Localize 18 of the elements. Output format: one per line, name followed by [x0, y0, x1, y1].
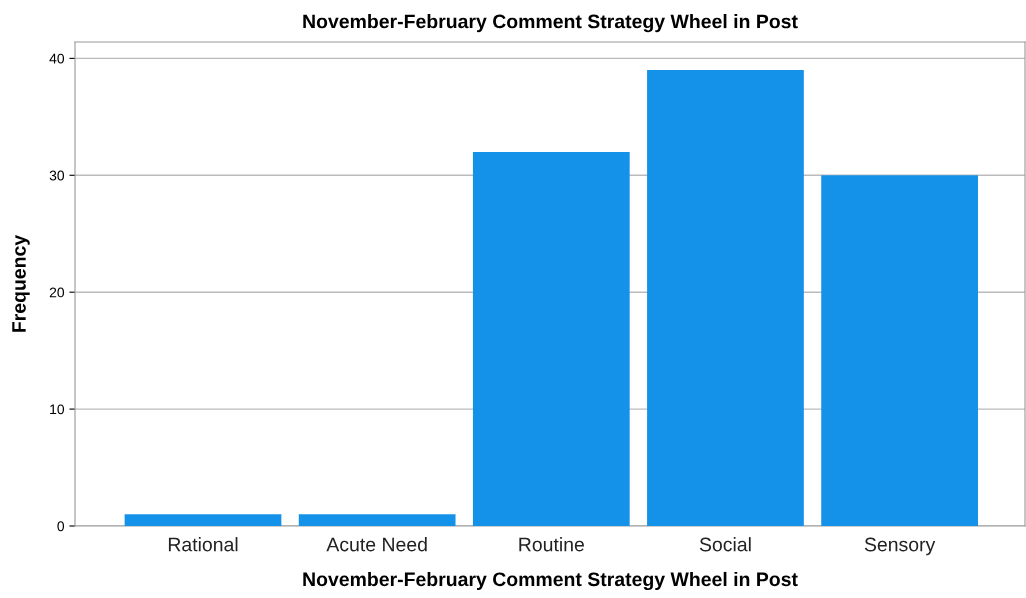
chart-title: November-February Comment Strategy Wheel in Post	[303, 14, 798, 33]
y-tick-label: 0	[57, 521, 65, 532]
x-tick-label: Acute Need	[326, 537, 427, 552]
bar	[124, 514, 282, 526]
y-axis-title: Frequency	[12, 234, 30, 332]
y-tick-label: 10	[50, 404, 65, 415]
x-tick-label: Sensory	[864, 537, 936, 556]
y-tick-label: 40	[49, 53, 65, 64]
bar	[472, 151, 630, 526]
y-tick-label: 20	[49, 287, 65, 298]
y-tick-label: 30	[49, 170, 65, 181]
x-tick-label: Rational	[168, 537, 238, 552]
x-tick-label: Routine	[519, 537, 584, 552]
bar	[821, 175, 978, 526]
x-tick-label: Social	[699, 537, 751, 552]
x-axis-title: November-February Comment Strategy Wheel in Post	[303, 571, 798, 591]
bar	[647, 70, 804, 526]
bar	[298, 514, 456, 526]
